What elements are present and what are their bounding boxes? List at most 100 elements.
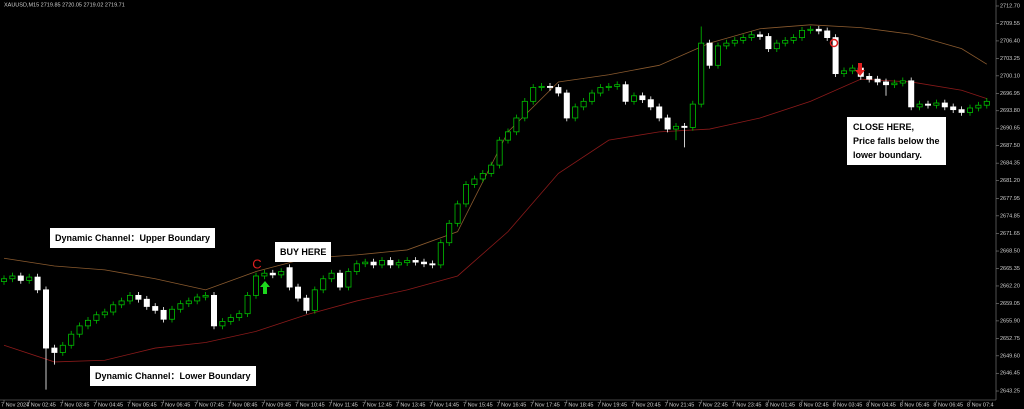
x-tick-label: 7 Nov 15:45: [463, 402, 493, 408]
candle-body: [471, 178, 478, 185]
close-circle: [829, 38, 839, 48]
candle-body: [378, 260, 385, 266]
x-tick-label: 7 Nov 12:45: [362, 402, 392, 408]
candle-body: [899, 80, 906, 84]
candle-body: [841, 70, 848, 75]
x-tick-label: 7 Nov 22:45: [698, 402, 728, 408]
candle-body: [765, 36, 772, 50]
candle-body: [874, 78, 881, 83]
candle-body: [941, 102, 948, 108]
candle-body: [689, 103, 696, 128]
candle-body: [740, 37, 747, 41]
candle-body: [950, 106, 957, 111]
y-tick-label: 2646.45: [1000, 371, 1020, 377]
y-tick-label: 2706.40: [1000, 38, 1020, 44]
x-tick-label: 7 Nov 13:45: [396, 402, 426, 408]
candle-body: [59, 344, 66, 353]
x-tick-label: 7 Nov 06:45: [161, 402, 191, 408]
candle-body: [622, 84, 629, 102]
candle-body: [454, 203, 461, 224]
y-tick-label: 2681.20: [1000, 178, 1020, 184]
close-note-line: CLOSE HERE,: [853, 122, 915, 132]
candle-body: [673, 125, 680, 130]
candle-body: [185, 300, 192, 305]
candle-body: [118, 300, 125, 306]
candle-body: [177, 303, 184, 310]
candle-body: [958, 109, 965, 113]
x-tick-label: 7 Nov 18:45: [564, 402, 594, 408]
buy-arrow: [260, 281, 270, 294]
candle-body: [496, 139, 503, 166]
x-tick-label: 8 Nov 07:4: [967, 402, 994, 408]
close-note-line: lower boundary.: [853, 150, 922, 160]
candle-body: [605, 85, 612, 88]
candle-body: [807, 28, 814, 31]
x-tick-label: 7 Nov 19:45: [597, 402, 627, 408]
candle-body: [412, 260, 419, 263]
candle-body: [219, 321, 226, 327]
candle-body: [294, 286, 301, 299]
candle-body: [723, 42, 730, 47]
upper-boundary-note: Dynamic Channel：Upper Boundary: [50, 228, 216, 248]
candle-body: [76, 325, 83, 335]
candle-body: [227, 317, 234, 322]
buy-note: BUY HERE: [275, 242, 332, 262]
candle-body: [866, 75, 873, 80]
candle-body: [773, 42, 780, 50]
candle-body: [446, 222, 453, 244]
candle-body: [916, 103, 923, 108]
candle-body: [748, 34, 755, 38]
candle-body: [790, 37, 797, 41]
candle-body: [975, 104, 982, 109]
candle-body: [362, 261, 369, 265]
candle-body: [429, 263, 436, 266]
x-tick-label: 8 Nov 01:45: [765, 402, 795, 408]
candle-body: [782, 39, 789, 44]
y-tick-label: 2668.50: [1000, 248, 1020, 254]
candle-body: [530, 87, 537, 102]
candle-body: [26, 276, 33, 281]
candle-body: [328, 272, 335, 280]
candle-body: [303, 297, 310, 311]
candle-body: [757, 34, 764, 37]
candle-body: [513, 117, 520, 133]
y-tick-label: 2700.10: [1000, 73, 1020, 79]
x-tick-label: 7 Nov 14:45: [429, 402, 459, 408]
candle-body: [832, 37, 839, 75]
y-tick-label: 2703.25: [1000, 56, 1020, 62]
candle-body: [0, 278, 7, 282]
x-tick-label: 8 Nov 05:45: [900, 402, 930, 408]
candle-body: [278, 271, 285, 276]
candle-body: [85, 319, 92, 327]
candle-body: [589, 92, 596, 102]
y-tick-label: 2662.20: [1000, 283, 1020, 289]
x-tick-label: 7 Nov 04:45: [93, 402, 123, 408]
candle-body: [101, 311, 108, 316]
candle-body: [110, 304, 117, 313]
candle-body: [269, 272, 276, 276]
candle-body: [933, 102, 940, 106]
candle-body: [891, 82, 898, 86]
plot-area: [0, 24, 990, 390]
candle-body: [127, 294, 134, 302]
x-tick-label: 7 Nov 09:45: [261, 402, 291, 408]
y-tick-label: 2677.95: [1000, 196, 1020, 202]
candle-body: [631, 95, 638, 102]
lower-boundary-note: Dynamic Channel：Lower Boundary: [90, 366, 256, 386]
candle-body: [983, 100, 990, 106]
candle-body: [647, 99, 654, 108]
candle-body: [731, 39, 738, 44]
candle-body: [563, 92, 570, 119]
candle-body: [580, 100, 587, 108]
candle-body: [236, 313, 243, 318]
y-tick-label: 2696.95: [1000, 91, 1020, 97]
candle-body: [93, 314, 100, 321]
y-tick-label: 2690.65: [1000, 126, 1020, 132]
candle-body: [311, 289, 318, 311]
y-tick-label: 2655.90: [1000, 318, 1020, 324]
candle-body: [799, 29, 806, 38]
x-tick-label: 7 Nov 02:45: [26, 402, 56, 408]
candle-body: [152, 306, 159, 311]
